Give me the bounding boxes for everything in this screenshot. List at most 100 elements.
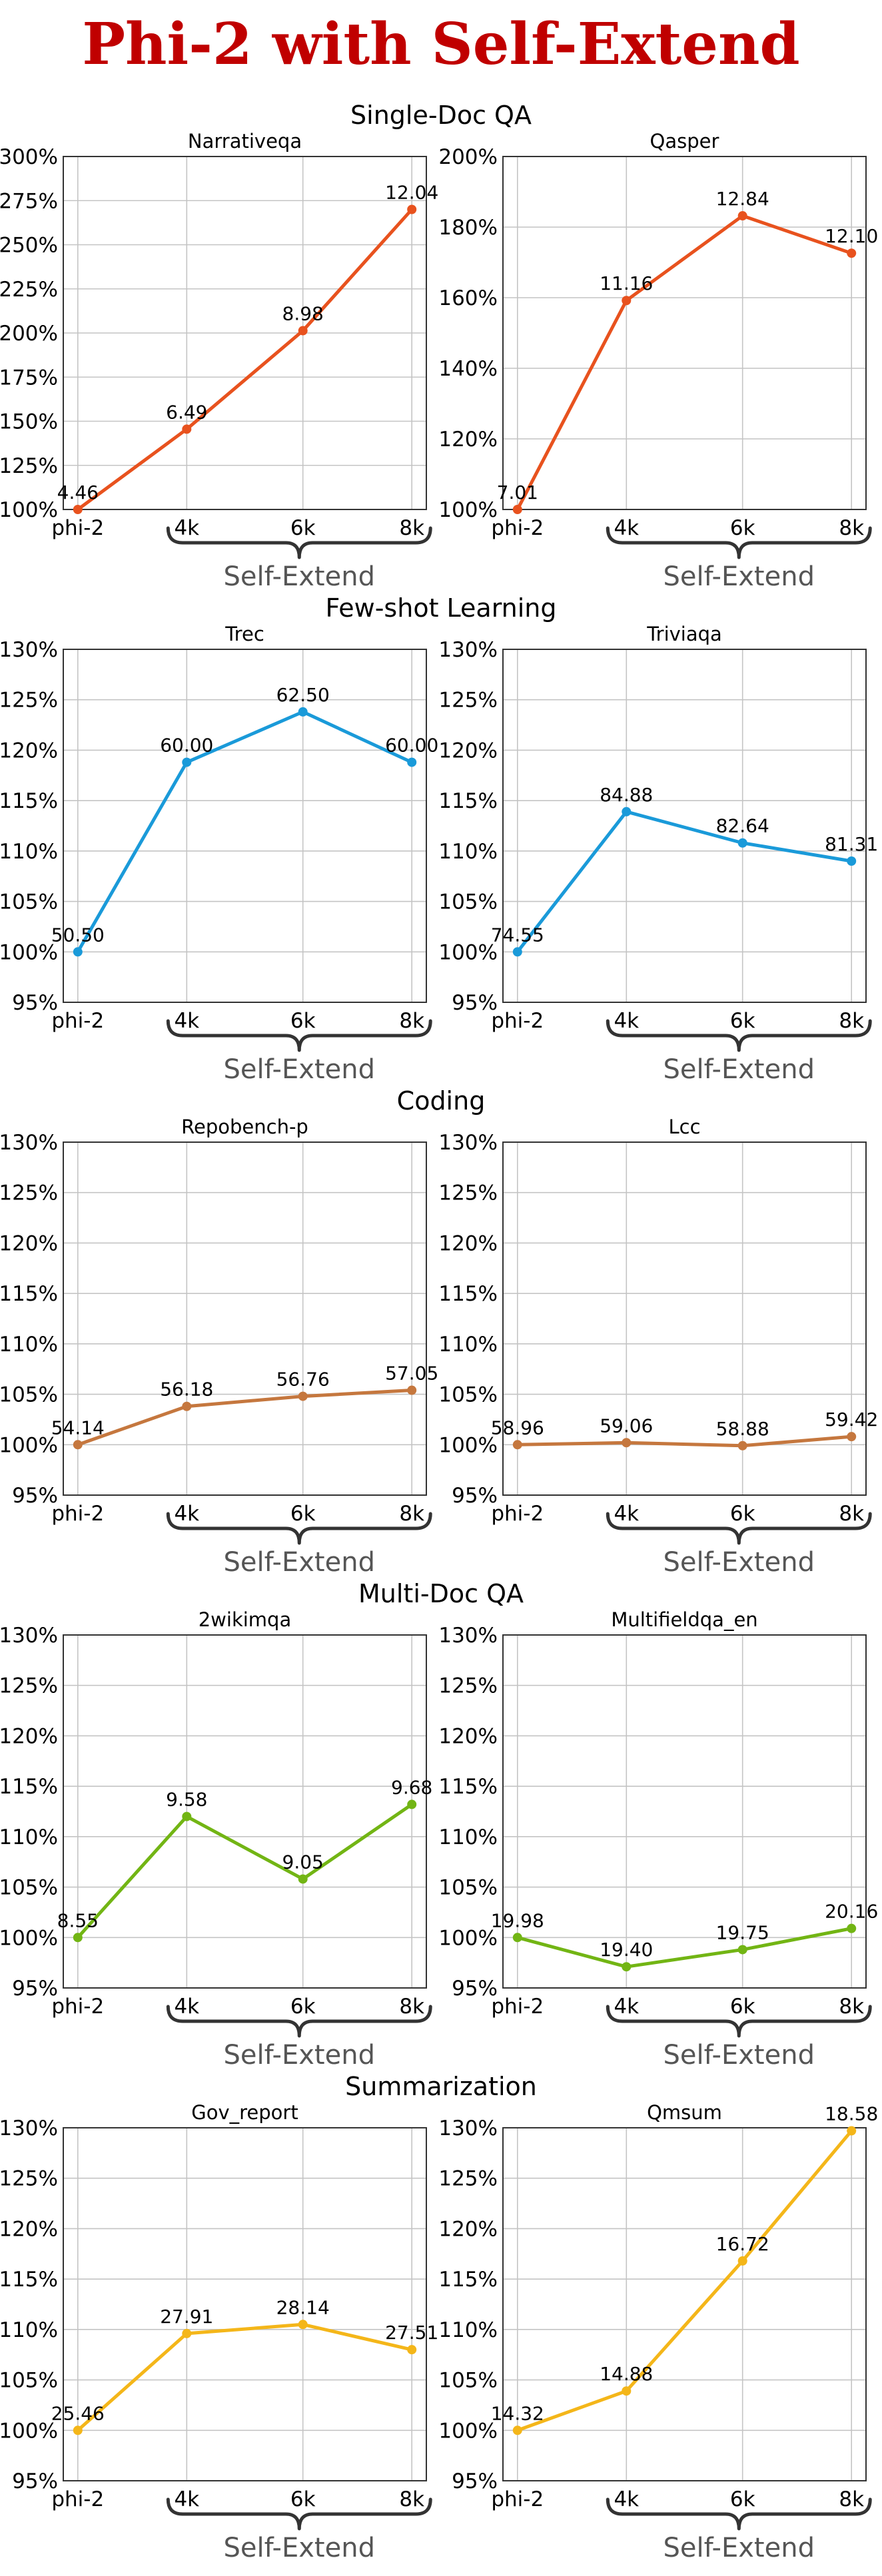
y-tick-label: 300% [0,145,58,169]
y-tick-label: 110% [438,1825,498,1849]
self-extend-brace [166,2497,432,2531]
self-extend-brace [606,2497,872,2531]
x-tick-label: 4k [174,1502,199,1526]
data-point [622,2386,632,2396]
subplot-title: Gov_report [191,2101,298,2124]
line-chart: 95% 100% 105% 110% 115% 120% 125% 130% phi-2 4k 6k… [0,1116,438,1578]
y-tick-label: 275% [0,189,58,213]
data-label: 84.88 [600,784,653,806]
y-tick-label: 130% [0,1624,58,1648]
y-tick-label: 95% [12,1977,58,2001]
data-point [73,505,83,514]
self-extend-brace [166,2005,432,2038]
x-tick-label: 4k [614,1502,639,1526]
y-tick-label: 115% [0,1282,58,1306]
data-label: 11.16 [600,272,653,294]
data-point [298,1391,308,1401]
x-tick-label: phi-2 [491,516,544,540]
data-label: 28.14 [276,2296,330,2318]
y-tick-label: 95% [12,2469,58,2493]
y-tick-label: 130% [438,638,498,662]
data-point [407,2345,417,2355]
y-tick-label: 95% [452,2469,498,2493]
data-point [847,1923,857,1933]
section-title: Multi-Doc QA [358,1579,524,1608]
y-tick-label: 110% [0,2318,58,2342]
x-tick-label: 8k [839,2487,864,2511]
y-tick-label: 100% [0,498,58,522]
y-tick-label: 125% [438,1181,498,1205]
self-extend-label: Self-Extend [224,2533,375,2563]
y-tick-label: 120% [438,2217,498,2241]
y-tick-label: 105% [438,2369,498,2393]
y-tick-label: 125% [0,1674,58,1698]
y-tick-label: 110% [438,1333,498,1357]
y-tick-label: 100% [0,1926,58,1950]
y-tick-label: 115% [438,1282,498,1306]
self-extend-brace [606,1512,872,1545]
x-tick-label: 8k [399,1502,424,1526]
y-tick-label: 95% [452,1484,498,1508]
section-title: Few-shot Learning [325,593,556,623]
data-label: 50.50 [51,924,105,946]
x-tick-label: 8k [839,1009,864,1033]
series-line [517,1435,852,1448]
series-line [77,1389,412,1447]
series-line [76,1803,413,1939]
x-tick-label: 4k [174,2487,199,2511]
x-tick-label: phi-2 [51,2487,104,2511]
data-label: 14.88 [600,2363,653,2385]
y-tick-label: 120% [0,739,58,763]
x-tick-label: phi-2 [491,1502,544,1526]
plot-frame [502,156,867,510]
subplot-title: Trec [224,623,264,645]
data-point [737,1945,747,1955]
x-tick-label: phi-2 [491,2487,544,2511]
y-tick-label: 110% [438,840,498,864]
data-label: 9.05 [282,1851,324,1873]
plot-frame [63,649,427,1003]
subplot-title: Qasper [650,130,719,153]
data-label: 27.51 [385,2322,438,2344]
y-tick-label: 120% [438,428,498,452]
x-tick-label: 4k [614,1009,639,1033]
x-tick-label: 8k [839,1995,864,2019]
plot-frame [502,2127,867,2481]
y-tick-label: 100% [438,2419,498,2443]
data-point [407,1385,417,1395]
y-tick-label: 120% [438,1724,498,1748]
data-point [512,2425,522,2435]
y-tick-label: 115% [438,1775,498,1799]
x-tick-label: 4k [174,1009,199,1033]
x-tick-label: 4k [614,2487,639,2511]
subplot-title: Triviaqa [646,623,722,645]
y-tick-label: 125% [0,2167,58,2191]
x-tick-label: 6k [290,1502,316,1526]
y-tick-label: 105% [438,890,498,914]
data-point [182,1401,192,1411]
x-tick-label: 8k [399,1995,424,2019]
x-tick-label: 4k [614,516,639,540]
subplot-title: Narrativeqa [188,130,302,153]
data-point [737,211,747,221]
data-label: 59.42 [825,1409,878,1431]
data-point [512,1440,522,1450]
x-tick-label: 8k [839,516,864,540]
data-label: 4.46 [57,482,99,503]
x-tick-label: 6k [730,1995,755,2019]
y-tick-label: 200% [0,322,58,346]
subplot-title: 2wikimqa [199,1608,292,1631]
data-point [407,757,417,767]
y-tick-label: 120% [0,2217,58,2241]
subplot-title: Qmsum [647,2101,722,2124]
y-tick-label: 95% [12,1484,58,1508]
plot-frame [502,649,867,1003]
y-tick-label: 100% [438,1433,498,1457]
y-tick-label: 180% [438,216,498,240]
self-extend-brace [606,526,872,559]
y-tick-label: 100% [0,2419,58,2443]
y-tick-label: 95% [452,1977,498,2001]
y-tick-label: 110% [0,1825,58,1849]
data-point [73,947,83,957]
